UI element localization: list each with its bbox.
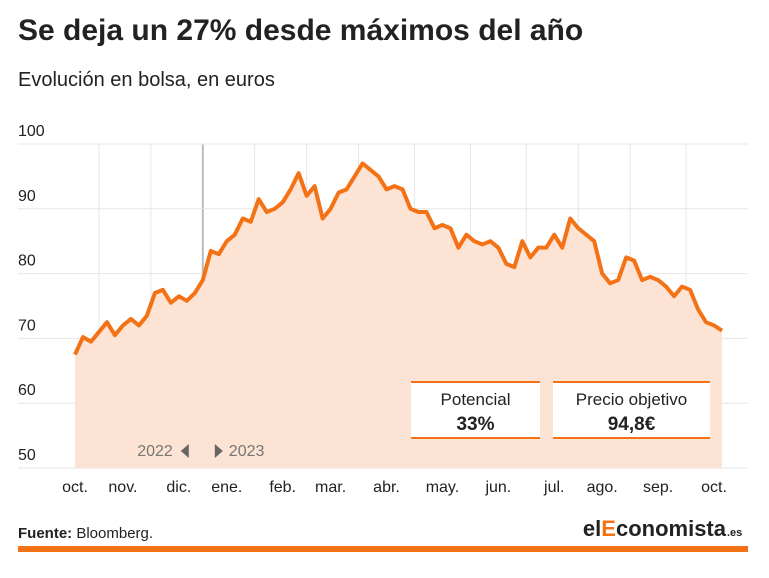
year-arrow [180, 444, 189, 458]
box-label: Precio objetivo [576, 390, 688, 409]
x-tick-label: ene. [211, 479, 242, 496]
x-tick-label: oct. [701, 479, 727, 496]
logo-part: conomista [616, 516, 727, 541]
logo-part: el [583, 516, 601, 541]
x-tick-label: ago. [587, 479, 618, 496]
logo-part: E [601, 516, 616, 541]
chart-subtitle: Evolución en bolsa, en euros [18, 69, 275, 91]
x-tick-label: may. [426, 479, 459, 496]
year-arrow [214, 444, 223, 458]
y-tick-label: 70 [18, 317, 36, 334]
x-tick-label: jul. [543, 479, 564, 496]
footer-bar [18, 546, 748, 552]
logo-suffix: .es [727, 527, 742, 539]
line [73, 161, 724, 356]
x-tick-label: dic. [166, 479, 191, 496]
y-tick-label: 100 [18, 123, 45, 140]
info-box [411, 382, 540, 438]
x-tick-label: feb. [269, 479, 296, 496]
x-tick-label: oct. [62, 479, 88, 496]
logo: elEconomista [583, 516, 727, 541]
y-tick-label: 90 [18, 188, 36, 205]
box-value: 33% [456, 414, 494, 435]
x-tick-label: abr. [373, 479, 400, 496]
x-tick-label: sep. [643, 479, 673, 496]
info-box [553, 382, 710, 438]
y-tick-label: 60 [18, 382, 36, 399]
box-value: 94,8€ [608, 414, 656, 435]
x-tick-label: mar. [315, 479, 346, 496]
source-label: Fuente: [18, 525, 72, 542]
chart-title: Se deja un 27% desde máximos del año [18, 14, 583, 47]
source: Fuente: Bloomberg. [18, 525, 153, 542]
box-label: Potencial [441, 390, 511, 409]
year-label: 2022 [137, 443, 173, 460]
year-label: 2023 [229, 443, 265, 460]
source-text: Bloomberg. [76, 525, 153, 542]
x-tick-label: nov. [108, 479, 137, 496]
y-tick-label: 50 [18, 447, 36, 464]
y-tick-label: 80 [18, 253, 36, 270]
x-tick-label: jun. [484, 479, 511, 496]
